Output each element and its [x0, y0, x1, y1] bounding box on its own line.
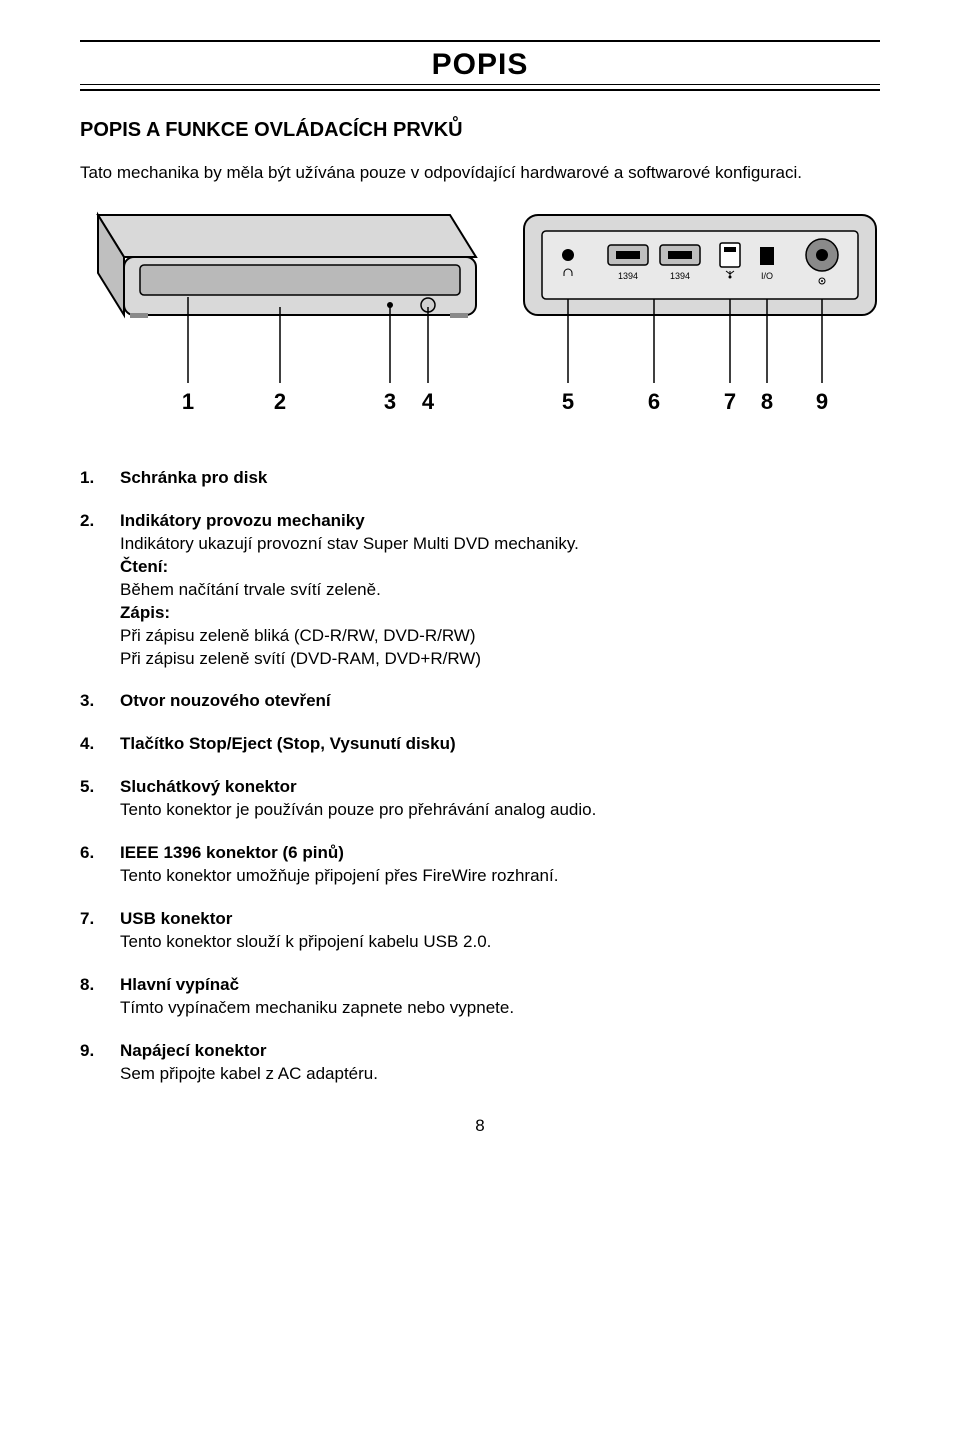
svg-text:5: 5 [562, 389, 574, 414]
list-item-body: IEEE 1396 konektor (6 pinů)Tento konekto… [120, 842, 558, 888]
svg-text:7: 7 [724, 389, 736, 414]
svg-text:1: 1 [182, 389, 194, 414]
list-item: 2.Indikátory provozu mechanikyIndikátory… [80, 510, 880, 671]
rear-drive-svg: 1394 1394 I/O [520, 209, 880, 419]
list-item-number: 2. [80, 510, 102, 671]
list-item-body: Otvor nouzového otevření [120, 690, 331, 713]
power-switch-icon: I/O [760, 247, 774, 281]
list-item: 3. Otvor nouzového otevření [80, 690, 880, 713]
list-item-line: Tento konektor je používán pouze pro pře… [120, 799, 596, 822]
list-item-number: 1. [80, 467, 102, 490]
list-item-number: 4. [80, 733, 102, 756]
list-item-body: USB konektorTento konektor slouží k přip… [120, 908, 491, 954]
list-item: 9. Napájecí konektorSem připojte kabel z … [80, 1040, 880, 1086]
svg-text:6: 6 [648, 389, 660, 414]
list-item-number: 8. [80, 974, 102, 1020]
list-item: 8. Hlavní vypínačTímto vypínačem mechanik… [80, 974, 880, 1020]
rear-view: 1394 1394 I/O [520, 209, 880, 419]
list-item-body: Sluchátkový konektorTento konektor je po… [120, 776, 596, 822]
list-item: 7. USB konektorTento konektor slouží k př… [80, 908, 880, 954]
list-item-title: Sluchátkový konektor [120, 776, 596, 799]
list-item-line: Indikátory ukazují provozní stav Super M… [120, 533, 579, 556]
list-item-line: Sem připojte kabel z AC adaptéru. [120, 1063, 378, 1086]
list-item-line: Během načítání trvale svítí zeleně. [120, 579, 579, 602]
list-item-title: USB konektor [120, 908, 491, 931]
svg-text:1394: 1394 [618, 271, 638, 281]
svg-text:4: 4 [422, 389, 435, 414]
list-item-line: Tímto vypínačem mechaniku zapnete nebo v… [120, 997, 514, 1020]
list-item-number: 3. [80, 690, 102, 713]
intro-paragraph: Tato mechanika by měla být užívána pouze… [80, 162, 880, 185]
list-item-number: 7. [80, 908, 102, 954]
list-item: 1. Schránka pro disk [80, 467, 880, 490]
list-item-body: Napájecí konektorSem připojte kabel z AC… [120, 1040, 378, 1086]
list-item-line: Při zápisu zeleně svítí (DVD-RAM, DVD+R/… [120, 648, 579, 671]
feature-list: 1.Schránka pro disk2.Indikátory provozu … [80, 467, 880, 1086]
list-item-number: 6. [80, 842, 102, 888]
list-item-body: Schránka pro disk [120, 467, 267, 490]
list-item-title: Schránka pro disk [120, 467, 267, 490]
list-item-sublabel: Čtení: [120, 556, 579, 579]
page-title: POPIS [432, 48, 529, 81]
svg-text:1394: 1394 [670, 271, 690, 281]
list-item-body: Hlavní vypínačTímto vypínačem mechaniku … [120, 974, 514, 1020]
svg-text:9: 9 [816, 389, 828, 414]
device-figure: 1 2 3 4 1394 1394 [80, 209, 880, 419]
list-item-title: Napájecí konektor [120, 1040, 378, 1063]
title-block: POPIS [80, 40, 880, 91]
list-item-title: Indikátory provozu mechaniky [120, 510, 579, 533]
list-item-line: Tento konektor umožňuje připojení přes F… [120, 865, 558, 888]
list-item-sublabel: Zápis: [120, 602, 579, 625]
front-drive-svg: 1 2 3 4 [80, 209, 480, 419]
list-item-line: Při zápisu zeleně bliká (CD-R/RW, DVD-R/… [120, 625, 579, 648]
svg-text:8: 8 [761, 389, 773, 414]
svg-text:3: 3 [384, 389, 396, 414]
list-item-body: Tlačítko Stop/Eject (Stop, Vysunutí disk… [120, 733, 456, 756]
svg-text:I/O: I/O [761, 271, 773, 281]
list-item-body: Indikátory provozu mechanikyIndikátory u… [120, 510, 579, 671]
list-item: 4. Tlačítko Stop/Eject (Stop, Vysunutí di… [80, 733, 880, 756]
page-number: 8 [80, 1116, 880, 1136]
svg-text:2: 2 [274, 389, 286, 414]
list-item-number: 9. [80, 1040, 102, 1086]
front-view: 1 2 3 4 [80, 209, 480, 419]
list-item-title: IEEE 1396 konektor (6 pinů) [120, 842, 558, 865]
list-item: 6. IEEE 1396 konektor (6 pinů)Tento konek… [80, 842, 880, 888]
list-item-title: Tlačítko Stop/Eject (Stop, Vysunutí disk… [120, 733, 456, 756]
list-item-title: Hlavní vypínač [120, 974, 514, 997]
list-item: 5. Sluchátkový konektorTento konektor je … [80, 776, 880, 822]
list-item-title: Otvor nouzového otevření [120, 690, 331, 713]
section-subtitle: POPIS A FUNKCE OVLÁDACÍCH PRVKŮ [80, 119, 880, 142]
list-item-line: Tento konektor slouží k připojení kabelu… [120, 931, 491, 954]
list-item-number: 5. [80, 776, 102, 822]
